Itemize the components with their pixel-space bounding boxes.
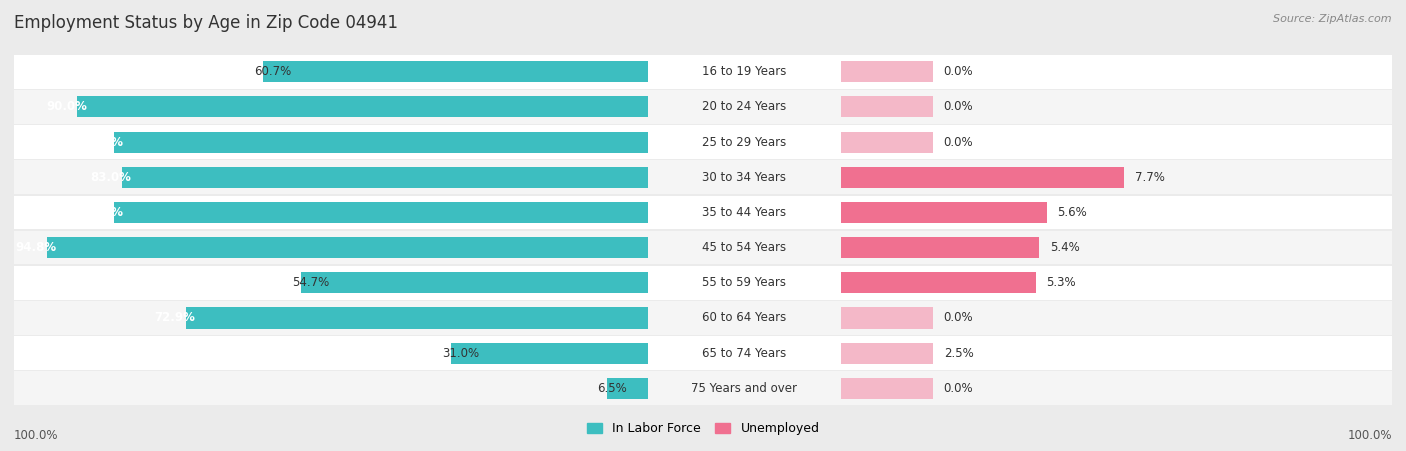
Bar: [841, 55, 1392, 88]
Bar: [841, 336, 1392, 370]
Text: 0.0%: 0.0%: [943, 136, 973, 148]
Text: 83.0%: 83.0%: [90, 171, 131, 184]
Text: 84.3%: 84.3%: [82, 136, 124, 148]
Legend: In Labor Force, Unemployed: In Labor Force, Unemployed: [582, 417, 824, 440]
Bar: [841, 266, 1392, 299]
Text: 45 to 54 Years: 45 to 54 Years: [702, 241, 786, 254]
Bar: [841, 196, 1392, 229]
Bar: [186, 308, 648, 328]
Bar: [841, 202, 1046, 223]
Bar: [648, 231, 841, 264]
Bar: [841, 308, 932, 328]
Bar: [14, 196, 648, 229]
Text: 5.6%: 5.6%: [1057, 206, 1087, 219]
Bar: [841, 97, 932, 117]
Bar: [648, 196, 841, 229]
Bar: [841, 90, 1392, 124]
Bar: [841, 125, 1392, 159]
Text: 0.0%: 0.0%: [943, 312, 973, 324]
Bar: [122, 167, 648, 188]
Bar: [14, 372, 648, 405]
Bar: [841, 343, 932, 364]
Text: 5.3%: 5.3%: [1046, 276, 1076, 289]
Text: 100.0%: 100.0%: [1347, 429, 1392, 442]
Bar: [114, 202, 648, 223]
Text: 100.0%: 100.0%: [14, 429, 59, 442]
Text: 90.0%: 90.0%: [46, 101, 87, 113]
Bar: [841, 272, 1036, 293]
Text: 31.0%: 31.0%: [441, 347, 479, 359]
Bar: [841, 231, 1392, 264]
Text: 20 to 24 Years: 20 to 24 Years: [702, 101, 786, 113]
Text: 35 to 44 Years: 35 to 44 Years: [702, 206, 786, 219]
Text: 5.4%: 5.4%: [1050, 241, 1080, 254]
Bar: [301, 272, 648, 293]
Bar: [841, 372, 1392, 405]
Text: 2.5%: 2.5%: [943, 347, 973, 359]
Text: 0.0%: 0.0%: [943, 65, 973, 78]
Bar: [14, 301, 648, 335]
Text: 94.8%: 94.8%: [15, 241, 56, 254]
Bar: [14, 125, 648, 159]
Text: Source: ZipAtlas.com: Source: ZipAtlas.com: [1274, 14, 1392, 23]
Text: 84.2%: 84.2%: [83, 206, 124, 219]
Text: 60 to 64 Years: 60 to 64 Years: [702, 312, 786, 324]
Bar: [14, 161, 648, 194]
Bar: [841, 167, 1123, 188]
Text: 65 to 74 Years: 65 to 74 Years: [702, 347, 786, 359]
Text: 75 Years and over: 75 Years and over: [692, 382, 797, 395]
Bar: [606, 378, 648, 399]
Bar: [648, 266, 841, 299]
Bar: [648, 301, 841, 335]
Bar: [841, 161, 1392, 194]
Text: 30 to 34 Years: 30 to 34 Years: [703, 171, 786, 184]
Bar: [14, 55, 648, 88]
Bar: [841, 237, 1039, 258]
Bar: [841, 378, 932, 399]
Text: 72.9%: 72.9%: [155, 312, 195, 324]
Bar: [114, 132, 648, 152]
Bar: [14, 266, 648, 299]
Text: 25 to 29 Years: 25 to 29 Years: [702, 136, 786, 148]
Text: 54.7%: 54.7%: [291, 276, 329, 289]
Bar: [263, 61, 648, 82]
Text: 6.5%: 6.5%: [598, 382, 627, 395]
Bar: [648, 161, 841, 194]
Bar: [451, 343, 648, 364]
Bar: [648, 125, 841, 159]
Bar: [648, 372, 841, 405]
Bar: [14, 90, 648, 124]
Bar: [648, 55, 841, 88]
Bar: [841, 132, 932, 152]
Text: Employment Status by Age in Zip Code 04941: Employment Status by Age in Zip Code 049…: [14, 14, 398, 32]
Text: 16 to 19 Years: 16 to 19 Years: [702, 65, 786, 78]
Text: 7.7%: 7.7%: [1135, 171, 1164, 184]
Text: 55 to 59 Years: 55 to 59 Years: [703, 276, 786, 289]
Text: 0.0%: 0.0%: [943, 382, 973, 395]
Bar: [14, 231, 648, 264]
Bar: [841, 301, 1392, 335]
Bar: [46, 237, 648, 258]
Text: 0.0%: 0.0%: [943, 101, 973, 113]
Bar: [14, 336, 648, 370]
Text: 60.7%: 60.7%: [253, 65, 291, 78]
Bar: [77, 97, 648, 117]
Bar: [648, 90, 841, 124]
Bar: [841, 61, 932, 82]
Bar: [648, 336, 841, 370]
